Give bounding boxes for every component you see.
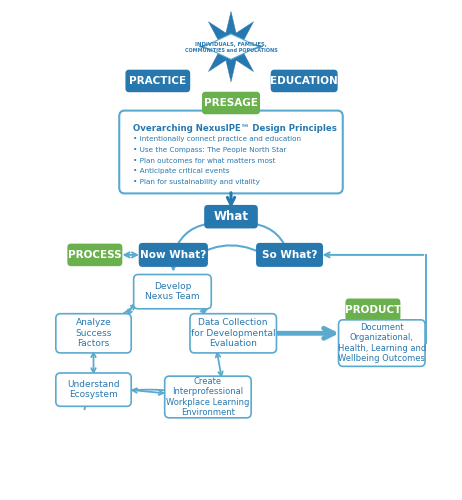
FancyBboxPatch shape xyxy=(126,70,190,92)
Text: PROCESS: PROCESS xyxy=(68,250,122,260)
FancyBboxPatch shape xyxy=(56,314,131,353)
Text: Understand
Ecosystem: Understand Ecosystem xyxy=(67,380,120,400)
Text: • Plan for sustainability and vitality: • Plan for sustainability and vitality xyxy=(134,179,260,185)
Text: • Use the Compass: The People North Star: • Use the Compass: The People North Star xyxy=(134,147,287,153)
Text: Create
Interprofessional
Workplace Learning
Environment: Create Interprofessional Workplace Learn… xyxy=(166,377,249,417)
Text: PRACTICE: PRACTICE xyxy=(129,76,186,86)
Text: Document
Organizational,
Health, Learning and
Wellbeing Outcomes: Document Organizational, Health, Learnin… xyxy=(338,323,426,363)
Text: So What?: So What? xyxy=(262,250,317,260)
Text: PRESAGE: PRESAGE xyxy=(204,98,258,108)
Text: PRODUCT: PRODUCT xyxy=(345,305,401,315)
FancyBboxPatch shape xyxy=(139,243,208,267)
FancyBboxPatch shape xyxy=(339,320,425,366)
Text: Analyze
Success
Factors: Analyze Success Factors xyxy=(75,318,112,348)
FancyBboxPatch shape xyxy=(164,376,251,418)
FancyBboxPatch shape xyxy=(67,244,122,266)
Text: • Plan outcomes for what matters most: • Plan outcomes for what matters most xyxy=(134,158,276,164)
FancyBboxPatch shape xyxy=(119,110,343,194)
FancyBboxPatch shape xyxy=(134,274,211,309)
FancyBboxPatch shape xyxy=(56,373,131,406)
Polygon shape xyxy=(199,12,263,82)
FancyBboxPatch shape xyxy=(256,243,323,267)
Text: Now What?: Now What? xyxy=(140,250,207,260)
Polygon shape xyxy=(203,34,259,60)
FancyBboxPatch shape xyxy=(204,205,258,229)
Text: Overarching NexusIPE™ Design Principles: Overarching NexusIPE™ Design Principles xyxy=(133,124,336,134)
Text: • Intentionally connect practice and education: • Intentionally connect practice and edu… xyxy=(134,136,301,142)
Text: INDIVIDUALS, FAMILIES,: INDIVIDUALS, FAMILIES, xyxy=(195,42,267,46)
FancyBboxPatch shape xyxy=(271,70,338,92)
FancyBboxPatch shape xyxy=(346,298,401,321)
Text: What: What xyxy=(213,210,249,223)
Text: COMMUNITIES and POPULATIONS: COMMUNITIES and POPULATIONS xyxy=(185,48,277,53)
FancyBboxPatch shape xyxy=(202,92,260,114)
Text: • Anticipate critical events: • Anticipate critical events xyxy=(134,168,230,174)
FancyBboxPatch shape xyxy=(190,314,276,353)
Text: Develop
Nexus Team: Develop Nexus Team xyxy=(145,282,200,302)
Text: EDUCATION: EDUCATION xyxy=(270,76,338,86)
Text: Data Collection
for Developmental
Evaluation: Data Collection for Developmental Evalua… xyxy=(191,318,275,348)
